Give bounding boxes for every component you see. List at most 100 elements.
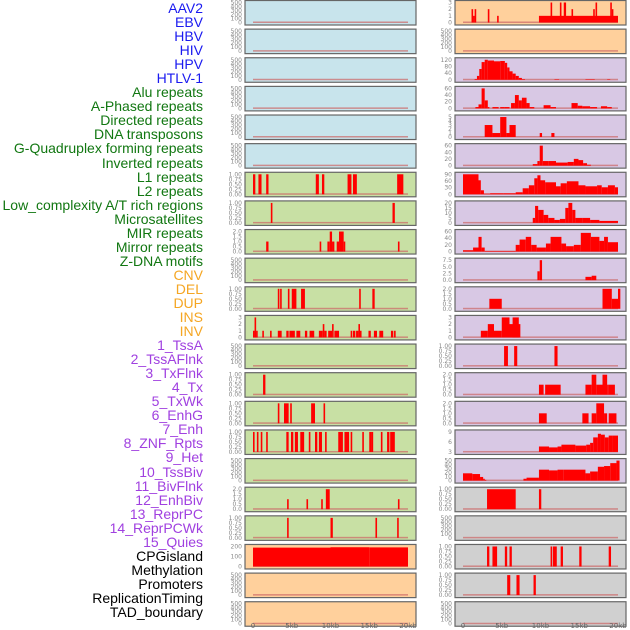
y-tick-label: 7.5 [442,257,452,264]
y-tick-label: 500 [231,572,243,579]
y-tick-label: 200 [231,269,243,276]
y-tick-label: 1 [448,13,452,20]
y-tick-label: 15 [444,205,452,212]
bar [263,374,266,395]
bar [582,106,591,109]
y-tick-label: 0.0 [442,392,452,399]
y-tick-label: 300 [231,351,243,358]
bar [277,330,282,338]
baseline [253,164,408,167]
baseline [253,422,408,424]
bar [585,186,598,195]
y-tick-label: 200 [231,613,243,620]
y-tick-label: 40 [444,70,452,77]
y-tick-label: 1 [448,130,452,137]
baseline [253,136,408,138]
y-tick-label: 3 [448,314,452,321]
bar [548,161,556,166]
panels_right-panel: 0.02.55.07.5 [442,257,627,284]
bar [540,180,546,195]
bar [504,62,508,80]
bar [601,187,608,195]
y-tick-label: 1.00 [229,429,243,436]
bar [607,185,615,195]
bar [356,330,359,338]
baseline [463,78,618,81]
y-tick-label: 0.25 [229,215,243,222]
y-tick-label: 0 [448,249,452,256]
y-tick-label: 300 [231,265,243,272]
bar [526,103,530,109]
bar [557,469,564,481]
bar [319,241,322,252]
y-tick-label: 60 [444,229,452,236]
baseline [253,508,408,510]
y-tick-label: 0 [448,478,452,485]
bar [549,470,558,481]
x-tick-label: 20kb [609,622,627,630]
track-label: A-Phased repeats [90,98,203,115]
bar [563,2,567,23]
y-tick-label: 120 [441,57,453,64]
y-tick-label: 0 [448,48,452,55]
bar [500,60,505,80]
y-tick-label: 0.25 [439,587,453,594]
panels_right-panel: 0.000.250.500.751.00 [439,572,627,599]
y-tick-label: 0.75 [229,176,243,183]
bar [545,243,551,252]
bar [515,192,523,195]
bar [287,499,289,510]
track-label: 4_Tx [171,379,203,396]
bar [563,469,586,481]
bar [571,9,574,23]
y-tick-label: 300 [441,523,453,530]
bar [595,2,598,23]
bar [590,219,600,223]
bar [473,247,479,252]
bar [529,107,535,109]
panels_right-panel: 0.000.250.500.751.00 [439,343,627,370]
baseline [463,336,618,338]
panels_left-panel: 0.000.250.500.751.00 [229,171,417,198]
y-tick-label: 0.25 [439,501,453,508]
y-tick-label: 0 [448,77,452,84]
bar [475,107,479,109]
bar [332,241,335,252]
track-label: Alu repeats [132,84,203,101]
bar [600,106,608,109]
baseline [253,21,408,23]
bar [573,158,579,166]
panels_right-panel: 0.000.250.500.751.00 [439,543,627,570]
bar [516,575,520,596]
bar [397,499,400,510]
panel-background [244,0,417,26]
bar [266,241,269,252]
y-tick-label: 0.75 [439,491,453,498]
y-tick-label: 1.0 [232,239,242,246]
bar [478,236,482,252]
y-tick-label: 0 [238,163,242,170]
track-label: MIR repeats [126,224,203,241]
y-tick-label: 0.00 [439,563,453,570]
track-label: 14_ReprPCWk [109,519,203,536]
y-tick-label: 80 [444,63,452,70]
bar [490,193,504,195]
bar [550,546,553,567]
bar [487,546,490,567]
bar [296,330,301,338]
bar [593,437,598,452]
y-tick-label: 100 [231,359,243,366]
y-tick-label: 2 [448,6,452,13]
track-label: 10_TssBiv [139,463,203,480]
panel-background [244,143,417,169]
bar [610,463,617,481]
y-tick-label: 400 [231,147,243,154]
bar [484,100,488,109]
bar [591,413,597,424]
bar [582,413,589,424]
y-tick-label: 0.00 [439,363,453,370]
y-tick-label: 0.5 [442,415,452,422]
